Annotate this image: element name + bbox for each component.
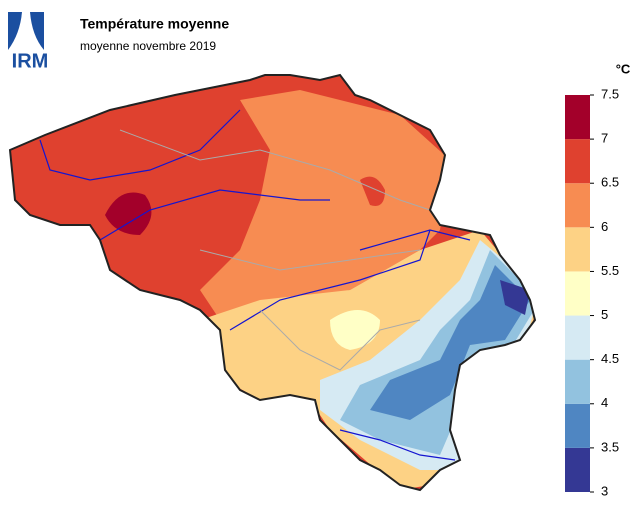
field [330,310,380,350]
river [99,189,330,241]
river [39,109,241,181]
legend-tick-label: 5 [601,307,608,322]
legend-bin [565,139,590,184]
river [229,229,431,331]
legend-unit: °C [616,61,631,76]
legend-bin [565,315,590,360]
field [500,280,530,315]
field [105,192,152,235]
legend-tick-label: 4 [601,395,608,410]
legend: 3 3.5 4 4.5 5 5.5 6 6.5 7 7.5 [565,86,619,498]
legend-tick-label: 3.5 [601,439,619,454]
river [359,229,471,251]
legend-bin [565,403,590,448]
legend-bin [565,271,590,316]
border [259,309,421,371]
legend-tick-label: 3 [601,483,608,498]
legend-tick-label: 7.5 [601,86,619,101]
border [119,129,431,211]
legend-tick-label: 6 [601,219,608,234]
field [200,90,450,320]
logo-shape [30,12,44,50]
map-title: Température moyenne [80,16,229,32]
river [339,429,456,461]
border [199,249,421,271]
logo-shape [8,12,22,50]
legend-bin [565,95,590,140]
legend-bin [565,447,590,492]
legend-bin [565,227,590,272]
temperature-field [10,75,535,490]
legend-tick-label: 5.5 [601,263,619,278]
legend-tick-label: 7 [601,131,608,146]
legend-tick-label: 4.5 [601,351,619,366]
logo: IRM [8,12,48,72]
field [360,176,385,206]
legend-tick-label: 6.5 [601,175,619,190]
legend-bin [565,183,590,228]
borders [119,129,431,371]
map-subtitle: moyenne novembre 2019 [80,39,216,53]
country-outline [8,73,537,492]
field [370,265,530,420]
legend-bin [565,359,590,404]
logo-text: IRM [12,50,49,72]
rivers [39,109,471,461]
